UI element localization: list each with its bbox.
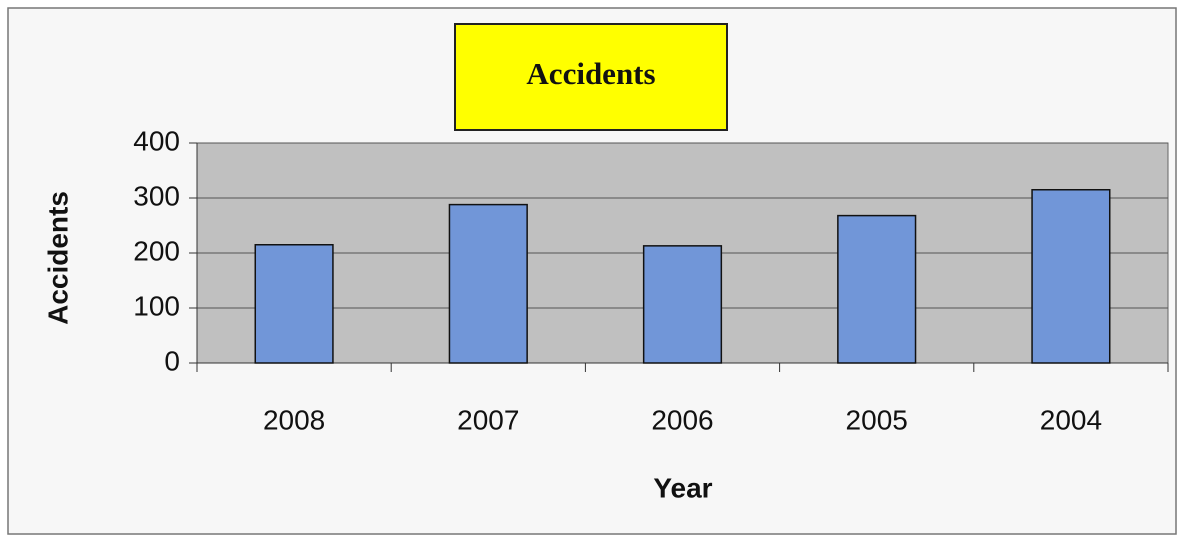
bar <box>837 214 917 364</box>
x-tick-label: 2008 <box>263 404 325 435</box>
x-tick-label: 2006 <box>651 404 713 435</box>
x-axis-title: Year <box>653 472 712 503</box>
y-tick-label: 400 <box>133 125 180 156</box>
chart-title: Accidents <box>526 56 655 91</box>
bar <box>448 203 528 364</box>
y-tick-label: 100 <box>133 290 180 321</box>
bar <box>254 244 334 364</box>
title-box <box>454 23 728 131</box>
bar <box>642 245 723 364</box>
y-tick-label: 200 <box>133 235 180 266</box>
y-axis-title: Accidents <box>42 191 73 325</box>
bar <box>1031 189 1111 364</box>
y-tick-label: 0 <box>164 345 180 376</box>
y-tick-label: 300 <box>133 180 180 211</box>
x-tick-label: 2007 <box>457 404 519 435</box>
x-tick-label: 2005 <box>846 404 908 435</box>
x-tick-label: 2004 <box>1040 404 1102 435</box>
